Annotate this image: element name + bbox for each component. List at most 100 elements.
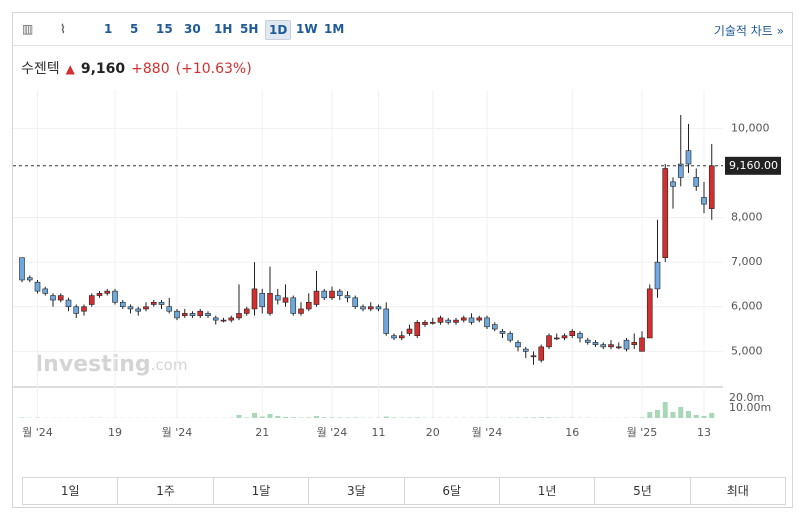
candle-body — [112, 290, 118, 303]
candle-body — [476, 317, 483, 321]
candle-body — [491, 324, 498, 330]
y-tick-label: 5,000 — [731, 344, 763, 357]
interval-button[interactable]: 15 — [156, 22, 173, 36]
volume-bar — [19, 417, 25, 418]
change-pct: (+10.63%) — [175, 61, 252, 77]
candle-body — [26, 277, 33, 281]
candle-body — [515, 342, 521, 348]
range-button[interactable]: 3달 — [309, 478, 405, 504]
candle-body — [608, 344, 614, 348]
last-price-label: 9,160.00 — [729, 159, 778, 172]
volume-bar — [259, 416, 265, 418]
candle-body — [670, 181, 676, 187]
candle-body — [507, 333, 514, 341]
candle-body — [220, 319, 227, 322]
interval-button[interactable]: 30 — [184, 22, 201, 36]
x-tick-label: 월 '24 — [472, 426, 503, 439]
range-button[interactable]: 1주 — [118, 478, 214, 504]
volume-bar — [670, 412, 676, 418]
candle-body — [375, 306, 382, 310]
candle-body — [73, 306, 80, 314]
range-button[interactable]: 1일 — [23, 478, 119, 504]
volume-bar — [391, 417, 397, 418]
candle-body — [344, 295, 351, 299]
candle-body — [561, 335, 568, 339]
watermark: Investing.com — [35, 352, 187, 377]
range-button[interactable]: 5년 — [595, 478, 691, 504]
interval-button[interactable]: 1 — [104, 22, 113, 36]
volume-bar — [329, 417, 335, 418]
volume-bar — [314, 416, 319, 418]
candle-body — [429, 322, 436, 324]
volume-bar — [693, 415, 699, 418]
volume-tick-label: 10.00m — [729, 401, 771, 414]
volume-bar — [523, 417, 529, 418]
candle-body — [127, 306, 134, 310]
candle-body — [577, 333, 583, 339]
candles-icon[interactable]: ▥ — [22, 22, 34, 36]
x-tick-label: 21 — [255, 426, 269, 439]
y-tick-label: 10,000 — [731, 121, 770, 134]
candle-body — [251, 288, 258, 310]
candle-body — [546, 335, 552, 348]
candle-body — [422, 322, 428, 325]
interval-button[interactable]: 1M — [324, 22, 345, 36]
candle-body — [305, 301, 312, 310]
candle-body — [321, 290, 328, 299]
candle-body — [499, 330, 506, 334]
candle-body — [460, 317, 467, 321]
volume-bar — [283, 417, 288, 418]
candle-body — [631, 342, 638, 345]
candle-body — [406, 328, 413, 334]
candle-body — [19, 257, 25, 281]
volume-bar — [337, 417, 343, 418]
volume-bar — [655, 410, 660, 418]
interval-button[interactable]: 1H — [214, 22, 233, 36]
candle-body — [445, 319, 452, 323]
volume-tick-label: 20.0m — [729, 391, 764, 404]
line-icon[interactable]: ⌇ — [60, 22, 66, 36]
volume-bar — [701, 416, 707, 418]
volume-bar — [275, 416, 281, 418]
x-tick-label: 월 '24 — [162, 426, 193, 439]
interval-button[interactable]: 5H — [240, 22, 259, 36]
x-tick-label: 20 — [426, 426, 440, 439]
candle-body — [569, 330, 576, 337]
interval-button[interactable]: 1W — [296, 22, 318, 36]
range-button[interactable]: 최대 — [726, 484, 749, 498]
candle-body — [228, 317, 235, 321]
volume-bar — [407, 417, 412, 418]
candle-body — [623, 339, 630, 350]
candle-body — [329, 290, 335, 299]
candle-body — [290, 297, 297, 314]
range-button[interactable]: 6달 — [405, 478, 500, 504]
interval-button[interactable]: 5 — [130, 22, 139, 36]
watermark-brand: Investing — [35, 352, 151, 377]
volume-bar — [639, 417, 645, 418]
x-tick-label: 월 '24 — [22, 426, 53, 439]
chart: Investing.com 5,000 6,000 7,000 8,000 10,000… — [13, 90, 781, 439]
candle-body — [212, 317, 219, 321]
volume-bar — [244, 417, 250, 418]
x-tick-label: 11 — [372, 426, 386, 439]
range-button[interactable]: 1달 — [214, 478, 310, 504]
interval-button[interactable]: 1D — [265, 20, 292, 40]
candle-body — [150, 301, 157, 305]
technical-chart-link[interactable]: 기술적 차트 » — [713, 24, 784, 38]
candle-body — [50, 295, 56, 301]
candle-body — [654, 261, 661, 290]
last-price-tag — [725, 156, 781, 175]
candle-body — [88, 295, 95, 305]
candle-body — [391, 335, 397, 339]
candle-body — [484, 317, 490, 328]
chart-widget: 기술적 차트 » ▥ ⌇ 1 5 15 30 1H 5H 1D 1W 1M 수젠텍 ▲ 9,160 +88… — [12, 12, 793, 508]
volume-bar — [352, 417, 358, 418]
x-tick-label: 월 '25 — [627, 426, 658, 439]
candle-body — [104, 290, 111, 294]
candle-body — [243, 308, 250, 314]
candle-body — [189, 313, 196, 316]
range-button[interactable]: 1년 — [500, 478, 596, 504]
volume-bar — [383, 416, 389, 418]
price: 9,160 — [80, 61, 126, 77]
volume-bar — [709, 413, 715, 418]
